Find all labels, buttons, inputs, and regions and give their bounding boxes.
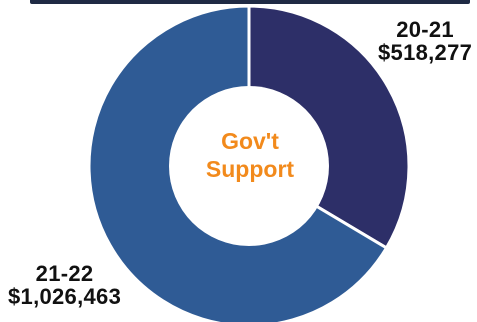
slice-label-21-22: 21-22 $1,026,463 [8,262,121,308]
donut-hole [169,86,329,246]
donut-center-label: Gov't Support [173,128,327,183]
cropped-header-strip [30,0,470,4]
center-label-line-1: Gov't [221,128,279,154]
slice-category-label: 20-21 [396,17,454,42]
slice-category-label: 21-22 [35,261,94,286]
slice-label-20-21: 20-21 $518,277 [378,18,472,64]
slice-value-label: $518,277 [378,40,473,66]
center-label-line-2: Support [205,155,295,182]
slice-value-label: $1,026,463 [8,284,122,310]
